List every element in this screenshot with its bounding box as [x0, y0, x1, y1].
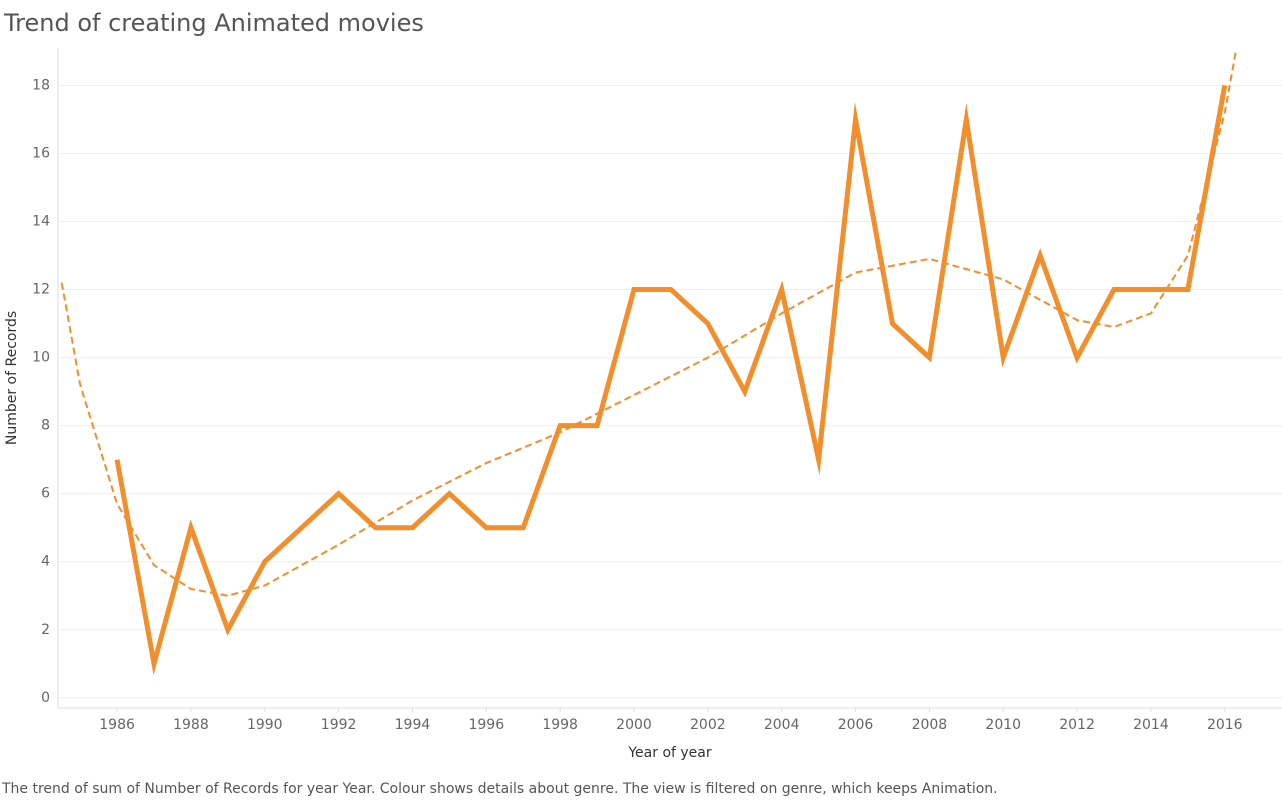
- y-axis-label: Number of Records: [4, 311, 20, 445]
- x-tick-label: 1994: [395, 717, 431, 733]
- x-tick-label: 2012: [1059, 717, 1095, 733]
- y-tick-label: 8: [41, 418, 50, 434]
- y-tick-label: 0: [41, 690, 50, 706]
- x-tick-label: 2014: [1133, 717, 1169, 733]
- x-tick-label: 1996: [468, 717, 504, 733]
- trend-line: [60, 51, 1237, 597]
- chart-title: Trend of creating Animated movies: [3, 9, 424, 37]
- y-tick-label: 4: [41, 554, 50, 570]
- y-tick-label: 14: [32, 214, 50, 230]
- x-tick-label: 2006: [838, 717, 874, 733]
- y-tick-label: 16: [32, 145, 50, 161]
- x-tick-label: 2000: [616, 717, 652, 733]
- y-tick-label: 12: [32, 282, 50, 298]
- x-tick-label: 1988: [173, 717, 209, 733]
- x-tick-label: 2004: [764, 717, 800, 733]
- x-tick-label: 1990: [247, 717, 283, 733]
- x-tick-label: 2016: [1207, 717, 1243, 733]
- x-tick-label: 2010: [985, 717, 1021, 733]
- y-tick-label: 6: [41, 486, 50, 502]
- y-tick-label: 18: [32, 77, 50, 93]
- y-tick-label: 2: [41, 622, 50, 638]
- x-tick-label: 2008: [912, 717, 948, 733]
- x-tick-label: 2002: [690, 717, 726, 733]
- caption: The trend of sum of Number of Records fo…: [1, 781, 998, 797]
- x-tick-label: 1998: [542, 717, 578, 733]
- x-axis-label: Year of year: [627, 745, 712, 761]
- data-line: [114, 84, 1228, 676]
- x-tick-label: 1986: [99, 717, 135, 733]
- y-tick-label: 10: [32, 350, 50, 366]
- x-tick-label: 1992: [321, 717, 357, 733]
